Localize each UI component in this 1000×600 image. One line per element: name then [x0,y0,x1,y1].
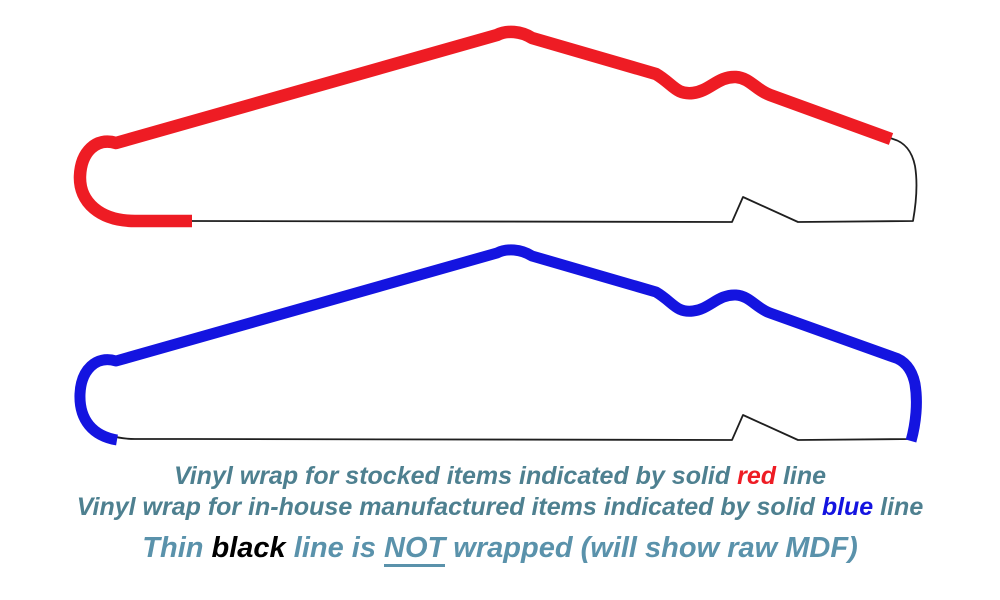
legend-captions: Vinyl wrap for stocked items indicated b… [0,461,1000,567]
caption-inhouse-prefix: Vinyl wrap for in-house manufactured ite… [76,493,822,521]
not-word: NOT [384,532,446,567]
caption-inhouse: Vinyl wrap for in-house manufactured ite… [0,492,1000,523]
caption-stocked: Vinyl wrap for stocked items indicated b… [0,461,1000,492]
inhouse-profile-blue-wrap [74,244,922,446]
inhouse-profile-outline [79,249,918,441]
blue-word: blue [821,493,874,521]
stocked-profile [73,25,918,228]
caption-stocked-suffix: line [776,462,827,490]
caption-unwrapped-part1: Thin [142,532,212,564]
stocked-profile-outline [79,31,918,223]
caption-unwrapped-part3: wrapped (will show raw MDF) [445,532,858,564]
stocked-profile-red-wrap [73,25,894,228]
red-word: red [737,462,776,490]
caption-inhouse-suffix: line [873,493,924,521]
caption-unwrapped-part2: line is [285,532,385,564]
caption-stocked-prefix: Vinyl wrap for stocked items indicated b… [173,462,738,490]
caption-unwrapped: Thin black line is NOT wrapped (will sho… [0,530,1000,567]
inhouse-profile [74,244,922,446]
black-word: black [211,532,286,564]
